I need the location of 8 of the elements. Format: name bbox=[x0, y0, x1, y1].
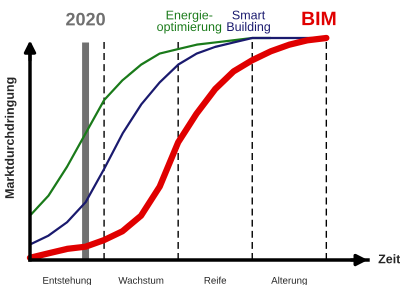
x-tick-label: Reife bbox=[204, 276, 226, 284]
x-tick-label: Wachstum bbox=[118, 276, 164, 284]
series-label: BIM bbox=[302, 12, 336, 26]
y-axis-title: Marktdurchdringung bbox=[4, 78, 16, 198]
series-label: Energie- optimierung bbox=[157, 10, 222, 34]
x-axis-title: Zeit bbox=[378, 254, 400, 264]
series-label: Smart Building bbox=[227, 10, 270, 34]
text: 2020 bbox=[66, 12, 105, 26]
